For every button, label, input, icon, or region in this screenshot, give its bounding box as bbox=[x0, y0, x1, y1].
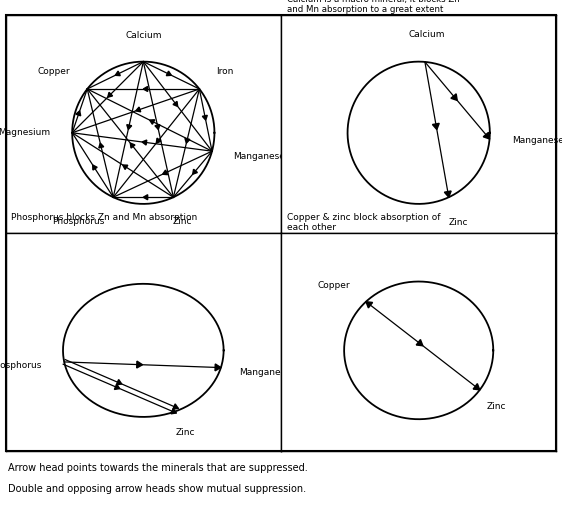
Text: Zinc: Zinc bbox=[173, 217, 192, 226]
Polygon shape bbox=[432, 123, 439, 130]
Polygon shape bbox=[473, 383, 480, 390]
Polygon shape bbox=[171, 409, 176, 414]
Text: Magnesium: Magnesium bbox=[0, 129, 51, 137]
Polygon shape bbox=[108, 92, 112, 97]
Polygon shape bbox=[115, 71, 120, 76]
Text: Phosphorus: Phosphorus bbox=[0, 361, 42, 370]
Text: Manganese: Manganese bbox=[239, 368, 291, 377]
Polygon shape bbox=[193, 169, 197, 174]
Polygon shape bbox=[136, 107, 140, 112]
Polygon shape bbox=[416, 339, 423, 346]
Polygon shape bbox=[123, 165, 128, 169]
Polygon shape bbox=[143, 195, 148, 200]
Text: Zinc: Zinc bbox=[448, 218, 468, 227]
Text: Manganese: Manganese bbox=[513, 137, 562, 145]
Text: Phosphorus blocks Zn and Mn absorption: Phosphorus blocks Zn and Mn absorption bbox=[11, 212, 198, 222]
Polygon shape bbox=[127, 124, 132, 130]
Text: Calcium: Calcium bbox=[409, 30, 445, 39]
Text: Double and opposing arrow heads show mutual suppression.: Double and opposing arrow heads show mut… bbox=[8, 484, 306, 494]
Polygon shape bbox=[99, 143, 104, 148]
Text: Phosphorus: Phosphorus bbox=[52, 217, 104, 226]
Polygon shape bbox=[143, 87, 148, 92]
Polygon shape bbox=[130, 143, 135, 148]
Text: Zinc: Zinc bbox=[487, 402, 506, 411]
Polygon shape bbox=[166, 71, 171, 76]
Polygon shape bbox=[483, 133, 490, 139]
Polygon shape bbox=[366, 302, 373, 308]
Text: Iron: Iron bbox=[216, 67, 234, 76]
Polygon shape bbox=[451, 94, 457, 100]
Polygon shape bbox=[76, 111, 81, 116]
Polygon shape bbox=[173, 101, 178, 106]
Text: Arrow head points towards the minerals that are suppressed.: Arrow head points towards the minerals t… bbox=[8, 463, 308, 474]
Text: Copper: Copper bbox=[38, 67, 70, 76]
Polygon shape bbox=[162, 170, 167, 175]
Text: Mineral interaction: Mineral interaction bbox=[76, 250, 210, 263]
Polygon shape bbox=[149, 120, 155, 124]
Text: Copper: Copper bbox=[317, 281, 350, 290]
Text: Copper & zinc block absorption of
each other: Copper & zinc block absorption of each o… bbox=[287, 212, 440, 232]
Text: Zinc: Zinc bbox=[176, 429, 195, 437]
Text: Calcium is a macro mineral, it blocks Zn
and Mn absorption to a great extent: Calcium is a macro mineral, it blocks Zn… bbox=[287, 0, 460, 14]
Text: Calcium: Calcium bbox=[125, 31, 161, 40]
Polygon shape bbox=[142, 140, 147, 145]
Polygon shape bbox=[116, 379, 122, 385]
Polygon shape bbox=[215, 364, 221, 371]
Polygon shape bbox=[137, 361, 143, 368]
Text: Manganese: Manganese bbox=[233, 153, 285, 161]
Polygon shape bbox=[115, 384, 120, 390]
Polygon shape bbox=[185, 138, 190, 143]
Polygon shape bbox=[156, 138, 161, 143]
Polygon shape bbox=[93, 165, 97, 170]
Polygon shape bbox=[155, 124, 160, 130]
Polygon shape bbox=[202, 115, 207, 120]
Polygon shape bbox=[173, 404, 178, 409]
Polygon shape bbox=[445, 191, 451, 197]
